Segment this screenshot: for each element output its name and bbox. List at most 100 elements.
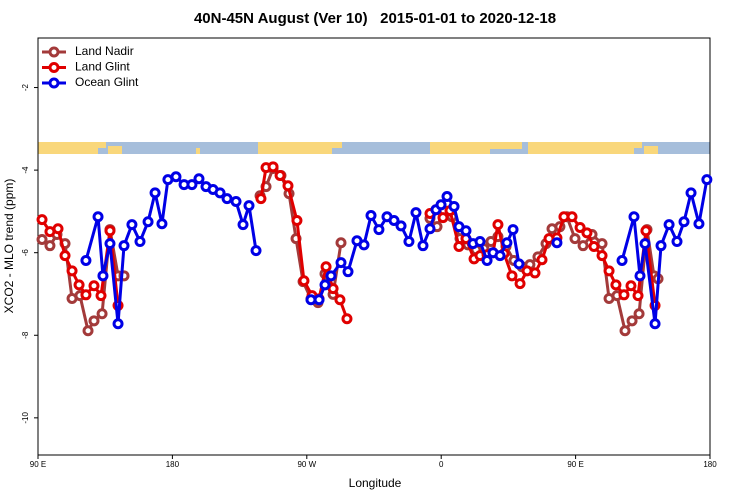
- y-tick-label: -2: [21, 83, 30, 91]
- legend-label: Ocean Glint: [75, 75, 139, 89]
- data-point: [134, 236, 146, 248]
- data-point: [603, 265, 615, 277]
- data-point: [335, 257, 347, 269]
- x-tick-label: 180: [703, 460, 717, 469]
- x-tick-label: 0: [439, 460, 444, 469]
- data-point: [341, 313, 353, 325]
- data-point: [481, 255, 493, 267]
- data-point: [618, 289, 630, 301]
- data-point: [529, 267, 541, 279]
- data-point: [36, 233, 48, 245]
- data-point: [574, 222, 586, 234]
- data-point: [335, 237, 347, 249]
- data-point: [80, 255, 92, 267]
- data-point: [640, 225, 652, 237]
- data-point: [334, 294, 346, 306]
- data-point: [193, 173, 205, 185]
- data-point: [596, 250, 608, 262]
- y-tick-label: -4: [21, 166, 30, 174]
- data-point: [88, 280, 100, 292]
- plot-frame: [37, 37, 711, 456]
- data-point: [588, 241, 600, 252]
- data-point: [250, 245, 262, 257]
- data-point: [95, 290, 107, 302]
- data-point: [66, 265, 78, 277]
- legend-marker: [48, 77, 60, 89]
- data-point: [237, 219, 249, 231]
- data-point: [453, 241, 465, 252]
- data-point: [501, 237, 513, 249]
- data-point: [325, 270, 337, 282]
- data-point: [619, 325, 631, 337]
- data-point: [403, 236, 415, 248]
- data-point: [142, 216, 154, 228]
- data-point: [626, 315, 638, 327]
- data-point: [678, 216, 690, 228]
- data-point: [214, 187, 226, 199]
- data-point: [417, 240, 429, 252]
- data-point: [634, 270, 646, 282]
- series-line: [620, 179, 709, 324]
- y-tick-label: -6: [21, 249, 30, 257]
- data-point: [581, 227, 593, 239]
- legend-label: Land Nadir: [75, 44, 134, 58]
- data-point: [358, 239, 370, 251]
- data-point: [616, 255, 628, 267]
- data-point: [313, 294, 325, 306]
- data-point: [655, 240, 667, 252]
- legend-marker: [48, 62, 60, 73]
- x-axis-label: Longitude: [349, 476, 402, 490]
- data-point: [342, 266, 354, 278]
- data-point: [474, 236, 486, 248]
- data-point: [628, 211, 640, 223]
- data-point: [36, 214, 48, 226]
- data-point: [507, 224, 519, 236]
- chart-title: 40N-45N August (Ver 10) 2015-01-01 to 20…: [194, 10, 556, 27]
- data-point: [448, 200, 460, 212]
- data-point: [112, 318, 124, 330]
- data-point: [149, 187, 161, 199]
- data-point: [663, 219, 675, 231]
- data-point: [267, 161, 279, 173]
- data-point: [437, 212, 449, 224]
- data-point: [625, 280, 637, 292]
- data-point: [73, 279, 85, 291]
- data-point: [388, 214, 400, 226]
- data-point: [291, 214, 303, 226]
- data-point: [82, 325, 94, 337]
- data-point: [118, 240, 130, 252]
- data-point: [97, 270, 109, 282]
- data-point: [52, 223, 64, 235]
- data-point: [632, 290, 644, 302]
- data-point: [44, 240, 56, 252]
- x-tick-label: 90 W: [297, 460, 316, 469]
- data-point: [460, 225, 472, 237]
- data-point: [230, 195, 242, 207]
- data-point: [569, 233, 581, 245]
- data-point: [327, 283, 339, 295]
- y-tick-label: -10: [21, 412, 30, 424]
- data-point: [671, 236, 683, 248]
- data-point: [104, 238, 116, 250]
- data-point: [319, 279, 331, 291]
- y-axis-label: XCO2 - MLO trend (ppm): [2, 179, 16, 314]
- data-point: [104, 225, 116, 237]
- y-tick-label: -8: [21, 331, 30, 339]
- data-point: [320, 261, 332, 273]
- data-point: [610, 279, 622, 291]
- data-point: [435, 199, 447, 211]
- data-point: [410, 207, 422, 219]
- data-point: [494, 250, 506, 262]
- data-point: [243, 200, 255, 212]
- data-point: [365, 210, 377, 222]
- data-point: [424, 223, 436, 235]
- data-point: [80, 289, 92, 301]
- data-point: [633, 308, 645, 320]
- x-tick-label: 90 E: [30, 460, 46, 469]
- data-point: [170, 171, 182, 183]
- data-point: [255, 193, 267, 205]
- data-point: [274, 169, 286, 181]
- data-point: [395, 220, 407, 232]
- data-point: [649, 318, 661, 330]
